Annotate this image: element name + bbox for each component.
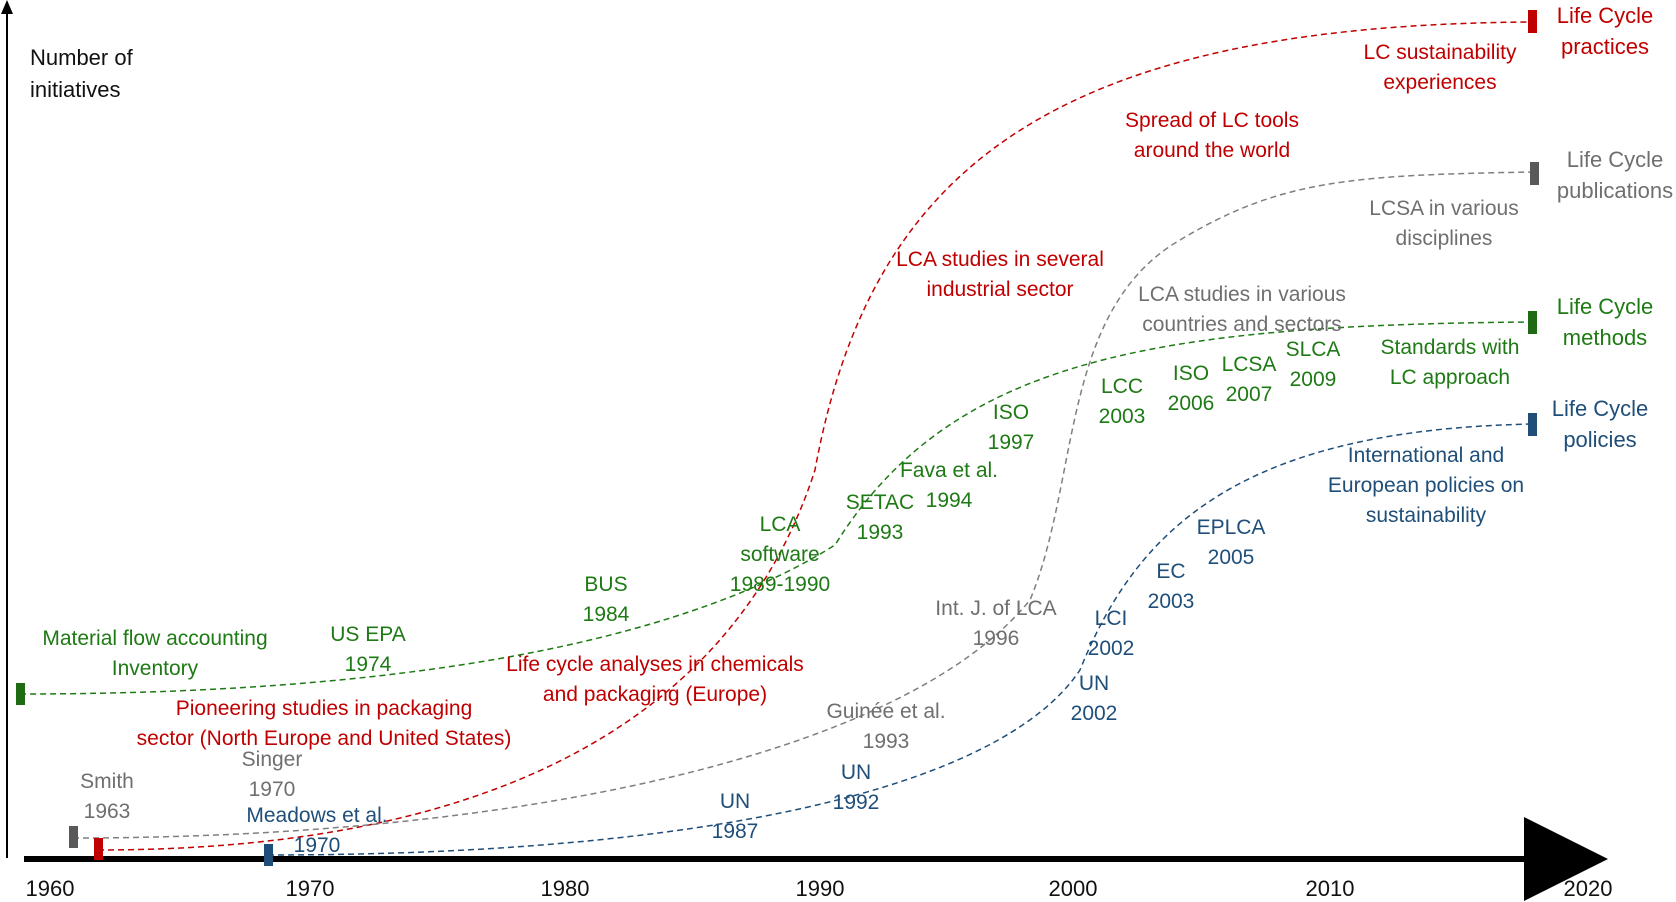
methods-event-iso-1997: ISO 1997 [987, 401, 1035, 454]
publications-curve [72, 171, 1536, 839]
policies-event-meadows: Meadows et al. 1970 [246, 804, 388, 857]
publications-event-lcsa-disciplines: LCSA in various disciplines [1369, 197, 1519, 250]
publications-event-guinee: Guinée et al. 1993 [826, 700, 946, 753]
methods-event-material-flow: Material flow accounting Inventory [42, 627, 268, 680]
methods-end-marker [1528, 311, 1537, 334]
methods-event-standards: Standards with LC approach [1380, 336, 1520, 389]
policies-event-un-1987: UN 1987 [711, 790, 759, 843]
practices-end-marker [1528, 10, 1537, 33]
methods-event-lcsa: LCSA 2007 [1221, 353, 1277, 406]
publications-end-marker [1530, 162, 1539, 185]
x-tick-1960: 1960 [25, 876, 75, 901]
methods-start-marker [16, 683, 25, 705]
x-tick-1980: 1980 [540, 876, 590, 901]
x-tick-2020: 2020 [1563, 876, 1613, 901]
policies-event-lci: LCI 2002 [1087, 607, 1135, 660]
methods-event-slca: SLCA 2009 [1285, 338, 1341, 391]
policies-end-label: Life Cycle policies [1551, 396, 1649, 452]
practices-event-sustainability-experiences: LC sustainability experiences [1363, 41, 1517, 94]
policies-event-international-european: International and European policies on s… [1327, 444, 1525, 527]
publications-end-label: Life Cycle publications [1556, 147, 1674, 203]
publications-start-marker [69, 826, 78, 848]
x-tick-1990: 1990 [795, 876, 845, 901]
policies-curve [267, 423, 1533, 856]
methods-event-lca-software: LCA software 1989-1990 [729, 513, 831, 596]
policies-start-marker [264, 844, 273, 866]
methods-end-label: Life Cycle methods [1556, 294, 1654, 350]
publications-event-countries-sectors: LCA studies in various countries and sec… [1138, 283, 1346, 336]
publications-event-smith: Smith 1963 [80, 770, 134, 823]
x-tick-2010: 2010 [1305, 876, 1355, 901]
x-tick-1970: 1970 [285, 876, 335, 901]
policies-event-un-1992: UN 1992 [832, 761, 880, 814]
methods-event-fava: Fava et al. 1994 [899, 459, 999, 512]
publications-event-singer: Singer 1970 [241, 748, 303, 801]
policies-event-un-2002: UN 2002 [1070, 672, 1118, 725]
methods-event-iso-2006: ISO 2006 [1167, 362, 1215, 415]
practices-end-label: Life Cycle practices [1556, 3, 1654, 59]
y-axis-label: Number of initiatives [30, 45, 133, 102]
practices-event-several-sectors: LCA studies in several industrial sector [896, 248, 1104, 301]
practices-curve [97, 21, 1533, 851]
methods-event-lcc: LCC 2003 [1098, 375, 1146, 428]
practices-event-pioneering-packaging: Pioneering studies in packaging sector (… [136, 697, 512, 750]
policies-event-eplca: EPLCA 2005 [1196, 516, 1266, 569]
x-tick-2000: 2000 [1048, 876, 1098, 901]
practices-start-marker [94, 838, 103, 860]
y-axis-arrow-icon [1, 0, 13, 14]
practices-event-spread-tools: Spread of LC tools around the world [1125, 109, 1299, 162]
methods-event-bus: BUS 1984 [582, 573, 630, 626]
publications-event-int-j-lca: Int. J. of LCA 1996 [935, 597, 1057, 650]
methods-curve [19, 321, 1533, 695]
policies-event-ec: EC 2003 [1147, 560, 1195, 613]
methods-event-setac: SETAC 1993 [845, 491, 915, 544]
methods-event-us-epa: US EPA 1974 [330, 623, 406, 676]
practices-event-chemicals-packaging: Life cycle analyses in chemicals and pac… [506, 653, 804, 706]
policies-end-marker [1528, 413, 1537, 436]
